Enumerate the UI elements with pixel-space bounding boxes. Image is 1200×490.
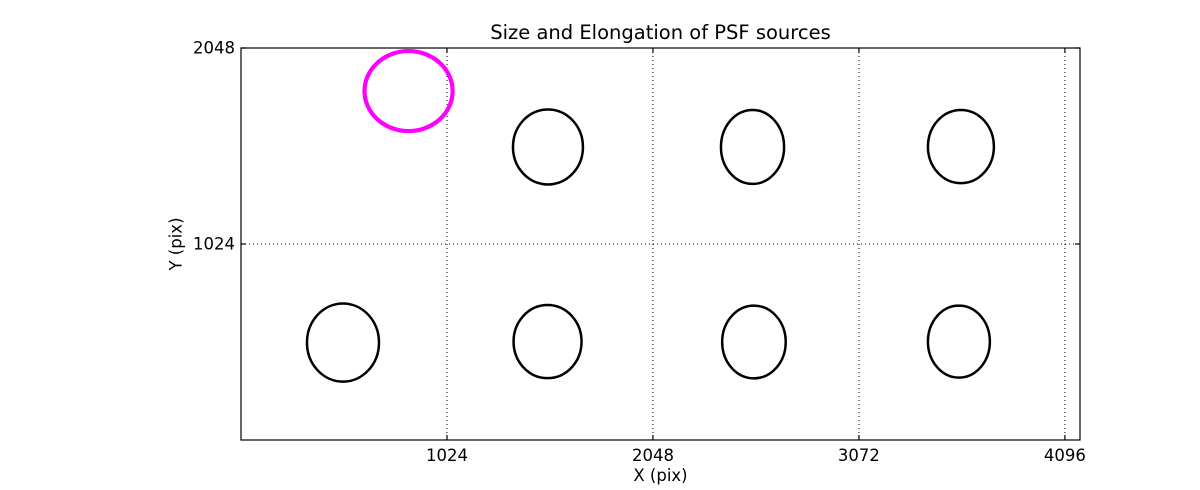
chart-title: Size and Elongation of PSF sources (490, 21, 831, 44)
x-tick-label: 2048 (631, 446, 674, 465)
x-tick-label: 4096 (1043, 446, 1086, 465)
psf-ellipse (926, 304, 992, 379)
psf-ellipse (512, 303, 583, 380)
y-tick-label: 2048 (193, 38, 235, 58)
psf-ellipse (719, 108, 786, 186)
psf-ellipse (720, 304, 787, 380)
x-tick-label: 1024 (425, 446, 468, 465)
x-axis-label: X (pix) (633, 466, 688, 485)
psf-ellipse (511, 108, 585, 186)
y-tick-label: 1024 (193, 234, 235, 254)
psf-ellipse (926, 108, 996, 185)
psf-ellipse-highlighted (362, 48, 455, 134)
x-tick-label: 3072 (837, 446, 880, 465)
psf-ellipse (305, 302, 381, 383)
